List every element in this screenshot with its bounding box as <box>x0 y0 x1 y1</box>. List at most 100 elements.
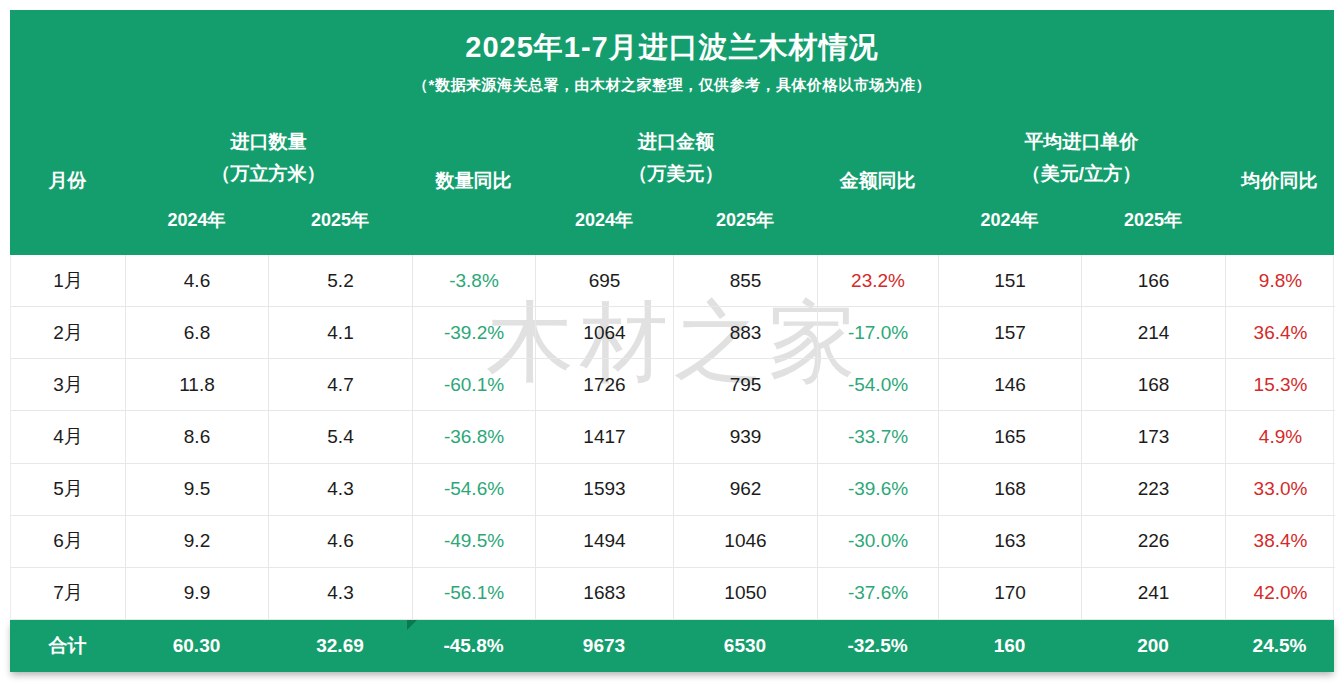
value-cell: 6.8 <box>126 307 269 359</box>
month-cell: 6月 <box>11 516 126 568</box>
value-cell: 1593 <box>536 464 674 516</box>
value-cell: 9.9 <box>126 568 269 620</box>
value-cell: 5.4 <box>269 411 413 463</box>
value-cell: 4.6 <box>269 516 413 568</box>
total-qty-2024-cell: 60.30 <box>125 620 268 672</box>
yoy-cell: -36.8% <box>413 411 536 463</box>
yoy-cell: -54.6% <box>413 464 536 516</box>
value-cell: 962 <box>674 464 818 516</box>
value-cell: 226 <box>1082 516 1226 568</box>
column-header-price-2024: 2024年 <box>938 197 1081 243</box>
value-cell: 4.1 <box>269 307 413 359</box>
value-cell: 1494 <box>536 516 674 568</box>
yoy-cell: -54.0% <box>818 359 939 411</box>
value-cell: 883 <box>674 307 818 359</box>
total-qty-yoy-cell: -45.8% <box>412 620 535 672</box>
yoy-cell: -39.6% <box>818 464 939 516</box>
column-group-amount-title: 进口金额 <box>638 126 714 158</box>
column-header-qty-2024: 2024年 <box>125 197 268 243</box>
column-group-price-unit: （美元/立方） <box>1022 158 1141 190</box>
column-group-quantity: 进口数量 （万立方米） <box>125 119 412 197</box>
month-cell: 1月 <box>11 255 126 307</box>
value-cell: 1417 <box>536 411 674 463</box>
value-cell: 11.8 <box>126 359 269 411</box>
value-cell: 166 <box>1082 255 1226 307</box>
value-cell: 855 <box>674 255 818 307</box>
page-subtitle: （*数据来源海关总署，由木材之家整理，仅供参考，具体价格以市场为准） <box>10 76 1334 95</box>
value-cell: 168 <box>939 464 1082 516</box>
yoy-cell: 42.0% <box>1226 568 1335 620</box>
yoy-cell: 33.0% <box>1226 464 1335 516</box>
total-price-2024-cell: 160 <box>938 620 1081 672</box>
value-cell: 695 <box>536 255 674 307</box>
value-cell: 1050 <box>674 568 818 620</box>
yoy-cell: -17.0% <box>818 307 939 359</box>
cell-marker-triangle <box>407 620 417 630</box>
yoy-cell: 4.9% <box>1226 411 1335 463</box>
month-cell: 3月 <box>11 359 126 411</box>
column-header-price-yoy: 均价同比 <box>1225 119 1334 243</box>
value-cell: 1046 <box>674 516 818 568</box>
value-cell: 146 <box>939 359 1082 411</box>
yoy-cell: 15.3% <box>1226 359 1335 411</box>
table-header: 月份 进口数量 （万立方米） 数量同比 进口金额 （万美元） 金额同比 平均进口… <box>10 119 1334 243</box>
month-cell: 7月 <box>11 568 126 620</box>
value-cell: 939 <box>674 411 818 463</box>
value-cell: 1064 <box>536 307 674 359</box>
value-cell: 157 <box>939 307 1082 359</box>
value-cell: 1683 <box>536 568 674 620</box>
column-group-quantity-unit: （万立方米） <box>212 158 326 190</box>
yoy-cell: -49.5% <box>413 516 536 568</box>
value-cell: 4.3 <box>269 464 413 516</box>
column-header-amt-2024: 2024年 <box>535 197 673 243</box>
value-cell: 214 <box>1082 307 1226 359</box>
value-cell: 223 <box>1082 464 1226 516</box>
column-group-amount: 进口金额 （万美元） <box>535 119 817 197</box>
value-cell: 151 <box>939 255 1082 307</box>
value-cell: 795 <box>674 359 818 411</box>
column-header-month: 月份 <box>10 119 125 243</box>
yoy-cell: -39.2% <box>413 307 536 359</box>
yoy-cell: 23.2% <box>818 255 939 307</box>
table-body: 木材之家 1月4.65.2-3.8%69585523.2%1511669.8%2… <box>10 255 1334 672</box>
total-amt-yoy-cell: -32.5% <box>817 620 938 672</box>
report-card: 2025年1-7月进口波兰木材情况 （*数据来源海关总署，由木材之家整理，仅供参… <box>10 10 1334 672</box>
total-month-cell: 合计 <box>10 620 125 672</box>
column-header-amt-2025: 2025年 <box>673 197 817 243</box>
yoy-cell: -37.6% <box>818 568 939 620</box>
value-cell: 5.2 <box>269 255 413 307</box>
data-table: 1月4.65.2-3.8%69585523.2%1511669.8%2月6.84… <box>10 255 1334 620</box>
value-cell: 165 <box>939 411 1082 463</box>
month-cell: 2月 <box>11 307 126 359</box>
yoy-cell: -56.1% <box>413 568 536 620</box>
total-price-2025-cell: 200 <box>1081 620 1225 672</box>
total-qty-2025-cell: 32.69 <box>268 620 412 672</box>
yoy-cell: 38.4% <box>1226 516 1335 568</box>
yoy-cell: -3.8% <box>413 255 536 307</box>
total-price-yoy-cell: 24.5% <box>1225 620 1334 672</box>
column-header-qty-yoy: 数量同比 <box>412 119 535 243</box>
column-group-quantity-title: 进口数量 <box>231 126 307 158</box>
value-cell: 4.6 <box>126 255 269 307</box>
value-cell: 163 <box>939 516 1082 568</box>
value-cell: 4.3 <box>269 568 413 620</box>
value-cell: 1726 <box>536 359 674 411</box>
value-cell: 4.7 <box>269 359 413 411</box>
month-cell: 4月 <box>11 411 126 463</box>
value-cell: 9.2 <box>126 516 269 568</box>
value-cell: 9.5 <box>126 464 269 516</box>
column-group-price: 平均进口单价 （美元/立方） <box>938 119 1225 197</box>
total-row: 合计 60.30 32.69 -45.8% 9673 6530 -32.5% 1… <box>10 620 1334 672</box>
column-header-qty-2025: 2025年 <box>268 197 412 243</box>
total-amt-2024-cell: 9673 <box>535 620 673 672</box>
value-cell: 173 <box>1082 411 1226 463</box>
value-cell: 8.6 <box>126 411 269 463</box>
column-header-amt-yoy: 金额同比 <box>817 119 938 243</box>
column-group-amount-unit: （万美元） <box>629 158 724 190</box>
yoy-cell: -30.0% <box>818 516 939 568</box>
value-cell: 168 <box>1082 359 1226 411</box>
yoy-cell: -33.7% <box>818 411 939 463</box>
value-cell: 241 <box>1082 568 1226 620</box>
total-amt-2025-cell: 6530 <box>673 620 817 672</box>
yoy-cell: 9.8% <box>1226 255 1335 307</box>
